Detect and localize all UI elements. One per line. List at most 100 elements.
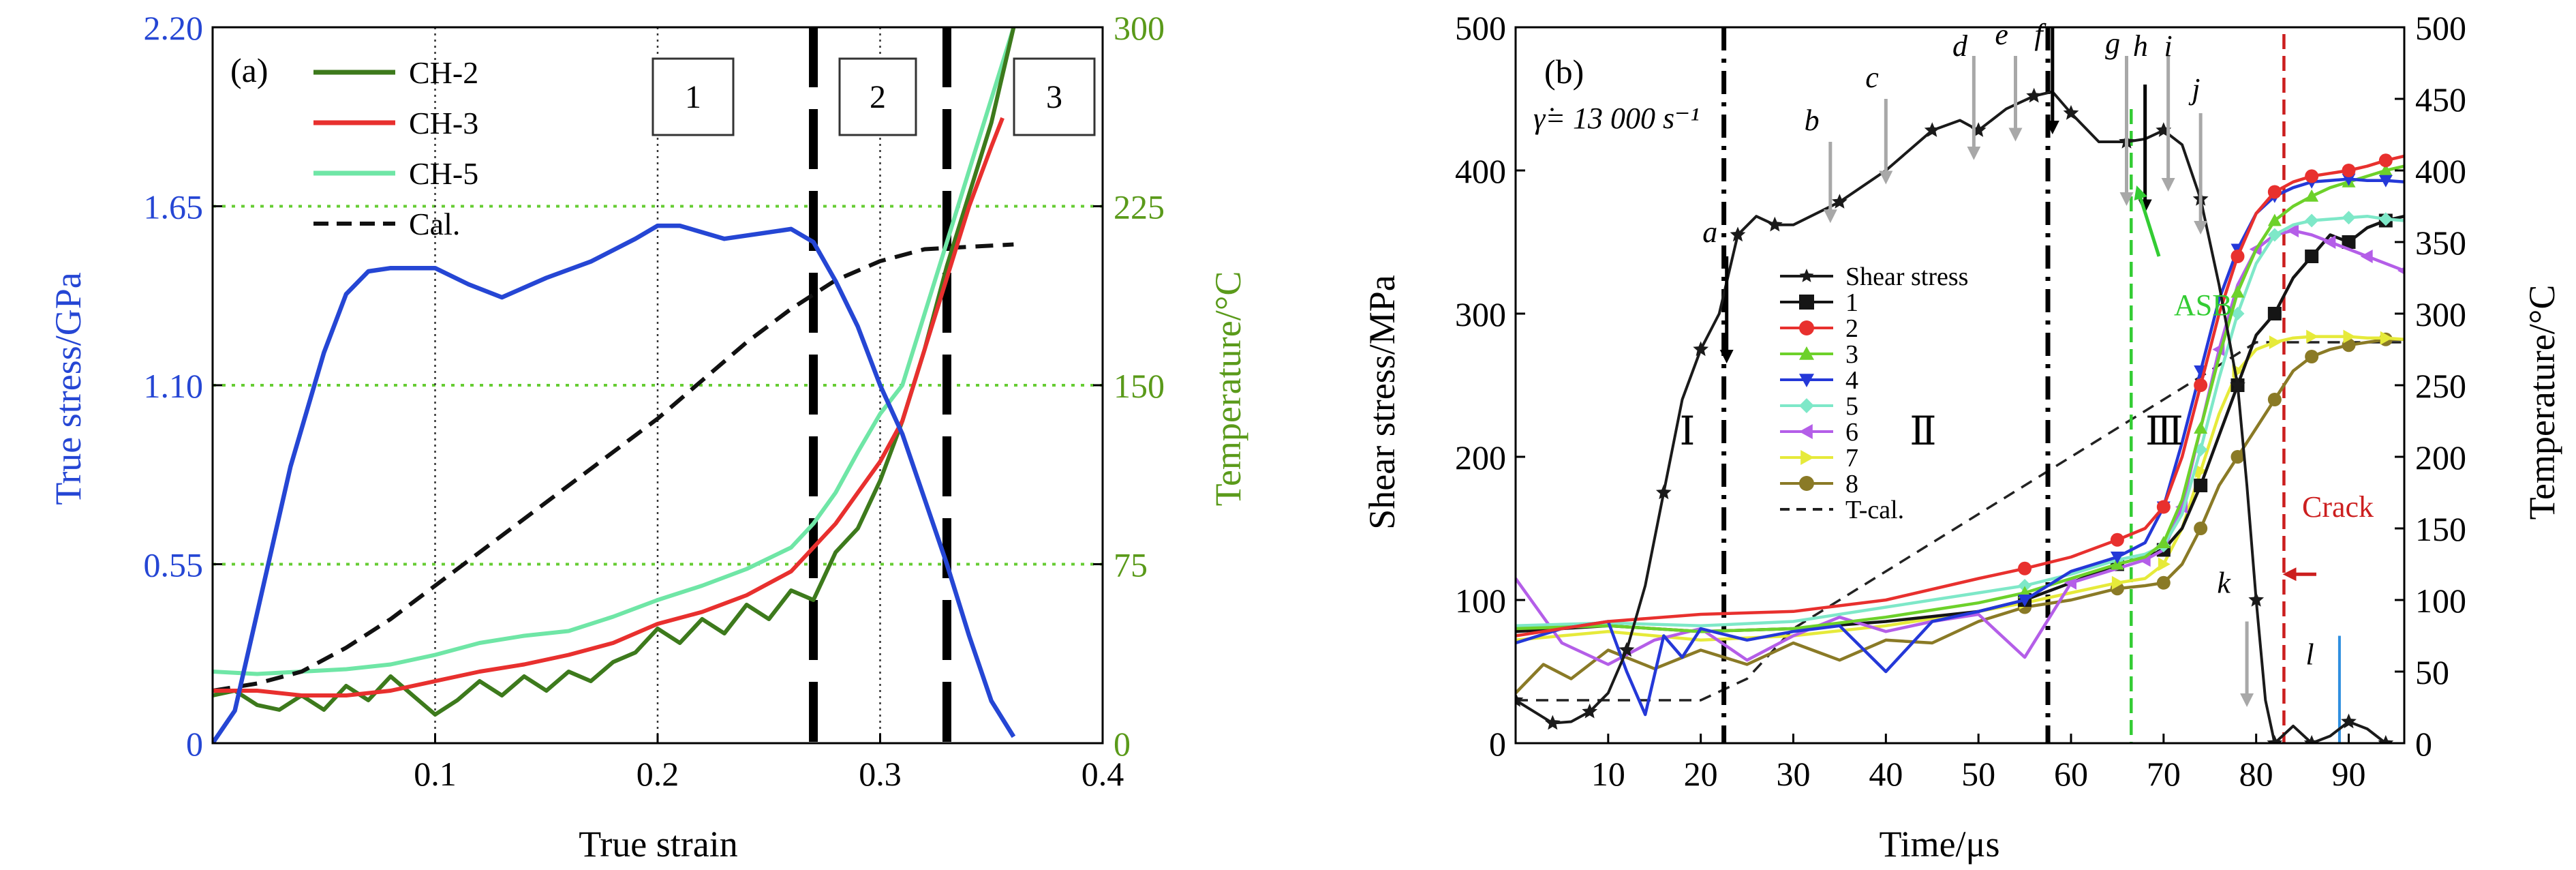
panel-b-series-5-marker [2342,211,2356,225]
panel-b-xtick-label-6: 70 [2147,755,2181,793]
panel-b-shear-stress-marker [1582,703,1598,719]
point-label-f: f [2034,18,2046,51]
panel-b-shear-stress-line [1516,90,2387,743]
panel-b-shear-stress-marker [1544,715,1561,730]
panel-b-shear-stress-marker [1730,226,1746,242]
panel-a-x-axis-title: True strain [579,824,738,865]
legend-label-ch3: CH-3 [409,106,478,140]
panel-b-shear-stress-marker [1516,692,1524,707]
panel-b-series-7-marker [2269,335,2282,349]
panel-b-left-ytick-label-4: 400 [1455,152,1506,190]
panel-b-series-2-marker [2018,561,2032,575]
panel-b-series-1-marker [2305,250,2319,263]
legend-marker-1 [1799,295,1814,310]
panel-b-shear-stress-marker [2303,735,2320,743]
panel-b-shear-stress-marker [2248,592,2265,607]
panel-b-right-ytick-label-6: 300 [2415,295,2466,333]
legend-label-6: 6 [1845,418,1858,447]
panel-b-shear-stress-marker [1655,484,1672,500]
legend-label-7: 7 [1845,444,1858,472]
panel-a-left-axis-title: True stress/GPa [48,272,89,505]
panel-b-series-2-marker [2230,250,2245,263]
panel-b-left-ytick-label-5: 500 [1455,9,1506,47]
legend-marker-2 [1799,320,1814,335]
legend-label-3: 3 [1845,340,1858,369]
panel-b-series-6-marker [2397,267,2404,275]
panel-b-series-2-marker [2156,500,2171,514]
point-label-e: e [1995,18,2008,51]
legend-marker-4 [1799,374,1814,387]
panel-b-series-8-marker [2194,522,2208,535]
panel-b-series-5-marker [2267,228,2282,242]
panel-b-left-ytick-label-0: 0 [1489,725,1506,763]
panel-b-series-4-marker [2342,173,2356,186]
panel-b-left-ytick-label-2: 200 [1455,438,1506,477]
point-label-i: i [2164,29,2173,63]
panel-b-right-axis-title: Temperature/°C [2521,285,2562,520]
panel-a-left-ytick-label-3: 1.65 [144,188,204,226]
panel-b-series-3-marker [2378,164,2393,176]
asb-arrow [2134,185,2161,257]
panel-a-left-ytick-label-0: 0 [186,725,203,763]
panel-b-series-6-line [1516,228,2404,666]
legend-marker-3 [1799,346,1814,360]
panel-b-right-ytick-label-8: 400 [2415,152,2466,190]
panel-a-right-ytick-label-4: 300 [1114,9,1165,47]
panel-a-series-ch5 [213,27,1016,676]
panel-b-left-axis-title: Shear stress/MPa [1362,275,1402,529]
legend-marker-shearstress [1799,269,1814,282]
panel-b-series-7-marker [2306,329,2319,344]
panel-a-ticks: 0.1 0.2 0.3 0.400.551.101.652.2007515022530… [144,9,1165,793]
panel-b-series-2-marker [2110,532,2124,547]
region-box-1: 1 [651,57,735,136]
panel-b-label: (b) [1544,52,1584,91]
panel-b-shear-stress-marker [2378,735,2394,743]
point-label-k: k [2217,567,2231,600]
legend-label-shearstress: Shear stress [1845,262,1968,291]
panel-b-arrows: a b c d e f g h ij k l [1702,18,2316,707]
panel-b-series-2-marker [2194,378,2208,392]
panel-a-xtick-label-3: 0.4 [1082,755,1124,793]
region-label-3: 3 [1046,79,1062,115]
panel-b-series-1-marker [2194,479,2208,492]
panel-b-series-3-marker [2230,285,2245,298]
legend-label-2: 2 [1845,314,1858,343]
panel-b-shear-stress-marker [2341,713,2357,729]
region-label-III: Ⅲ [2145,409,2183,453]
crack-label: Crack [2302,490,2374,524]
legend-label-cal: Cal. [409,207,460,241]
legend-marker-5 [1799,398,1814,413]
panel-b-series-1-marker [2267,307,2282,320]
panel-b-series-5-marker [2305,213,2319,228]
panel-b-series-1-marker [2342,235,2356,249]
point-label-d: d [1952,29,1968,63]
panel-b-right-ytick-label-10: 500 [2415,9,2466,47]
panel-a-xtick-label-0: 0.1 [414,755,457,793]
panel-b-series-4-marker [2018,595,2032,607]
panel-b-series-6-marker [2360,250,2373,263]
point-label-b: b [1805,104,1820,137]
point-label-l: l [2305,638,2314,672]
panel-b-series-7-marker [2158,557,2171,571]
panel-b-series-7-marker [2195,464,2208,478]
legend-label-tcal: T-cal. [1845,496,1904,524]
panel-b-series-8-line [1516,338,2404,695]
panel-b-shear-stress-marker [1924,122,1940,137]
panel-b-series-8-marker [2267,393,2282,406]
panel-a-right-axis-title: Temperature/°C [1208,271,1248,507]
panel-b-series-5-marker [2230,307,2245,320]
panel-b-right-ytick-label-2: 100 [2415,582,2466,620]
point-label-h: h [2133,29,2148,63]
panel-b-xtick-label-7: 80 [2239,755,2273,793]
panel-b-series-8-marker [2156,575,2171,590]
panel-b-shear-stress-marker [1766,216,1783,232]
panel-b-xtick-label-5: 60 [2054,755,2088,793]
panel-b-series-2-marker [2378,153,2393,168]
legend-marker-6 [1799,424,1813,439]
panel-b-series-5-line [1516,214,2404,628]
panel-a-xtick-label-1: 0.2 [637,755,679,793]
region-box-2: 2 [838,57,917,136]
